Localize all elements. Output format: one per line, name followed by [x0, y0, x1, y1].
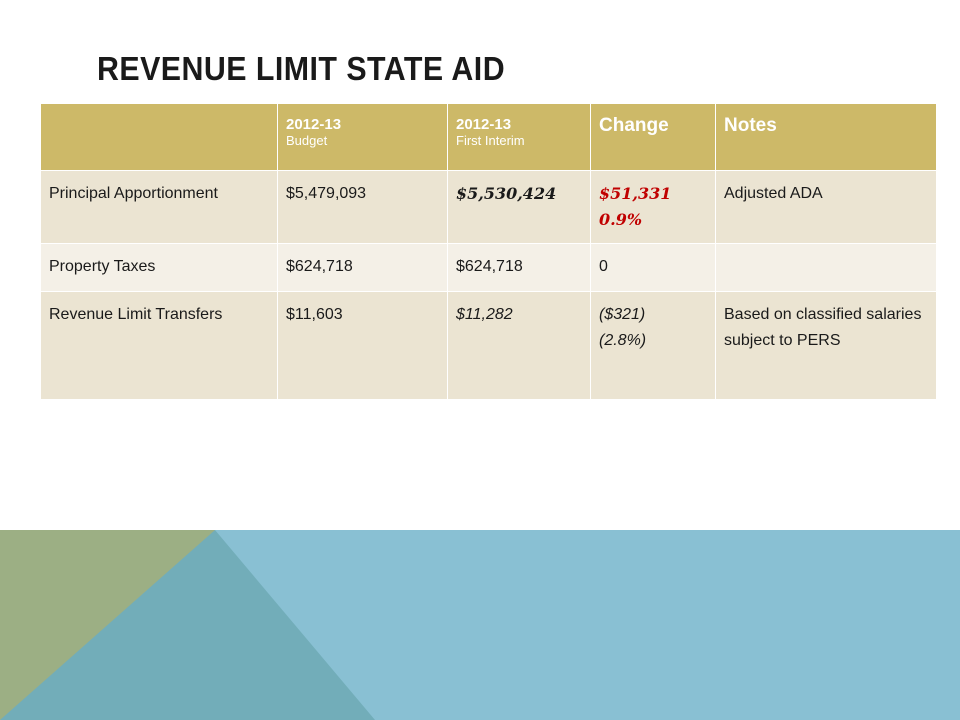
table-row: Revenue Limit Transfers $11,603 $11,282 … — [40, 291, 937, 400]
header-empty — [40, 103, 278, 171]
row-label: Principal Apportionment — [40, 170, 278, 244]
row-budget: $5,479,093 — [277, 170, 448, 244]
table-row: Property Taxes $624,718 $624,718 0 — [40, 243, 937, 292]
table-header-row: 2012-13 Budget 2012-13 First Interim Cha… — [40, 103, 937, 171]
row-notes: Adjusted ADA — [715, 170, 937, 244]
row-label: Revenue Limit Transfers — [40, 291, 278, 400]
row-notes: Based on classified salaries subject to … — [715, 291, 937, 400]
revenue-table: 2012-13 Budget 2012-13 First Interim Cha… — [40, 103, 937, 400]
row-interim: $11,282 — [447, 291, 591, 400]
header-first-interim: 2012-13 First Interim — [447, 103, 591, 171]
slide-title: REVENUE LIMIT STATE AID — [97, 50, 506, 87]
row-change: 0 — [590, 243, 716, 292]
header-budget: 2012-13 Budget — [277, 103, 448, 171]
row-change: $51,331 0.9% — [590, 170, 716, 244]
row-interim: $624,718 — [447, 243, 591, 292]
footer-green-shape — [0, 530, 215, 720]
header-change: Change — [590, 103, 716, 171]
row-budget: $624,718 — [277, 243, 448, 292]
header-notes: Notes — [715, 103, 937, 171]
row-budget: $11,603 — [277, 291, 448, 400]
footer-decoration — [0, 530, 375, 720]
row-change: ($321) (2.8%) — [590, 291, 716, 400]
table-row: Principal Apportionment $5,479,093 $5,53… — [40, 170, 937, 244]
row-interim: $5,530,424 — [447, 170, 591, 244]
row-label: Property Taxes — [40, 243, 278, 292]
row-notes — [715, 243, 937, 292]
